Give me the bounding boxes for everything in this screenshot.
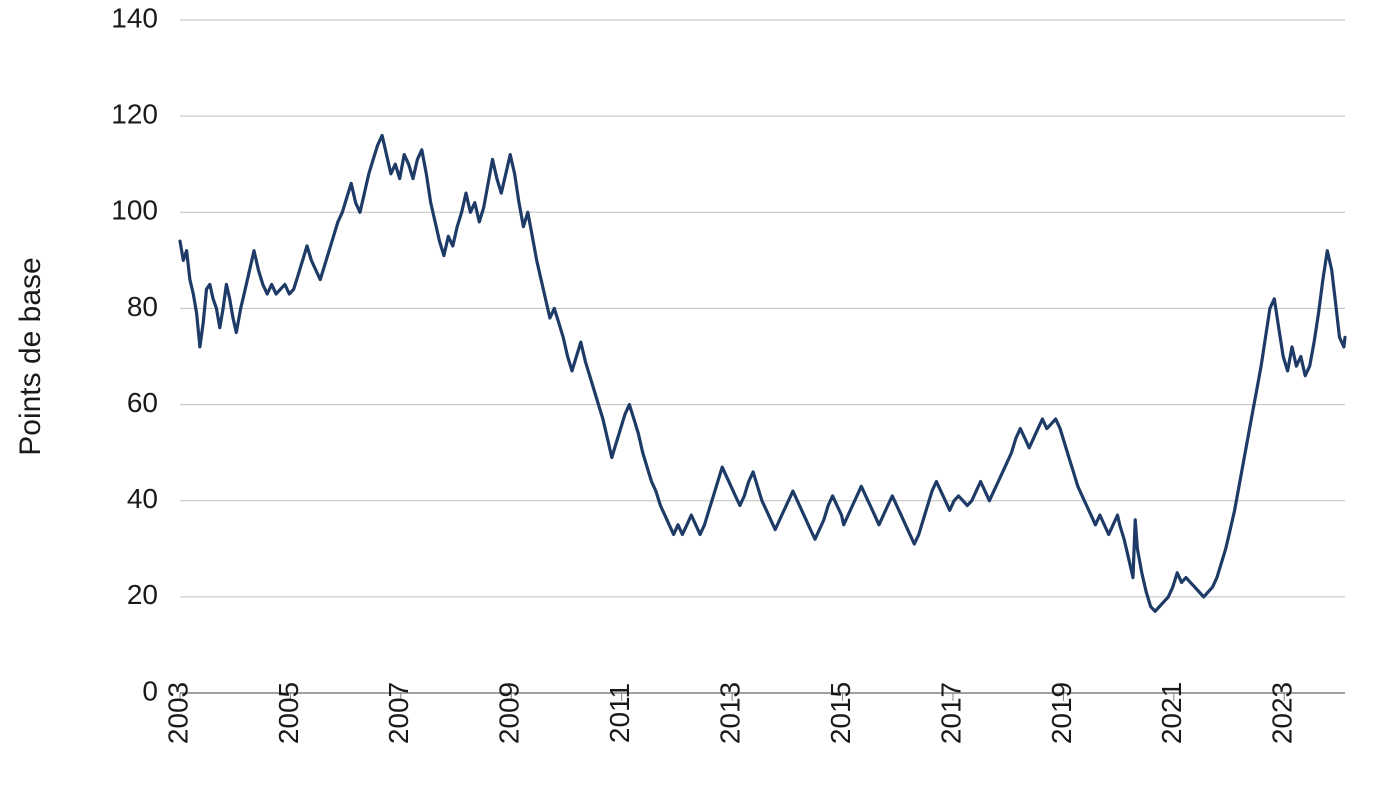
y-tick-label: 120 (111, 99, 158, 130)
chart-svg: 0 20 40 60 80 100 120 140 2003 2005 2007 2009 2011 20… (0, 0, 1380, 800)
x-tick-label: 2023 (1267, 682, 1298, 744)
y-tick-label: 60 (127, 387, 158, 418)
y-tick-label: 20 (127, 579, 158, 610)
series-line (180, 135, 1345, 611)
x-tick-label: 2007 (383, 682, 414, 744)
y-tick-label: 40 (127, 483, 158, 514)
y-tick-label: 80 (127, 291, 158, 322)
y-tick-label: 0 (142, 675, 158, 706)
x-tick-label: 2011 (604, 683, 635, 743)
y-tick-label: 100 (111, 195, 158, 226)
x-tick-label: 2005 (273, 682, 304, 744)
x-tick-label: 2013 (715, 682, 746, 744)
x-tick-label: 2021 (1156, 682, 1187, 744)
x-tick-label: 2017 (935, 682, 966, 744)
y-tick-label: 140 (111, 2, 158, 33)
y-axis-title: Points de base (14, 257, 47, 455)
x-tick-label: 2009 (494, 682, 525, 744)
x-tick-label: 2019 (1046, 682, 1077, 744)
x-tick-label: 2003 (162, 682, 193, 744)
line-chart: 0 20 40 60 80 100 120 140 2003 2005 2007 2009 2011 20… (0, 0, 1380, 800)
x-tick-label: 2015 (825, 682, 856, 744)
